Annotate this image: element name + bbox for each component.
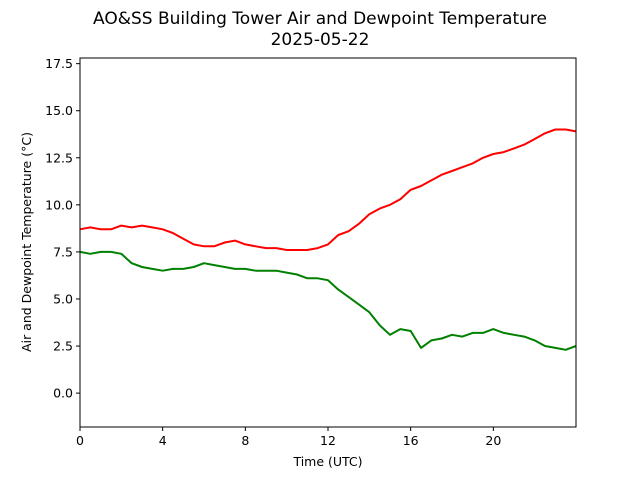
y-tick-label: 12.5 [45,150,73,165]
y-tick-label: 2.5 [53,339,73,354]
series-line-1 [79,128,577,251]
x-tick-label: 12 [320,433,336,448]
y-tick-label: 17.5 [45,56,73,71]
chart-subtitle: 2025-05-22 [271,30,370,50]
series-line-2 [79,250,577,351]
y-tick-label: 7.5 [53,244,73,259]
plot-frame [79,57,577,428]
x-axis-label: Time (UTC) [292,454,362,469]
plot-area [79,128,577,351]
y-tick-label: 5.0 [53,291,73,306]
y-tick-label: 10.0 [45,197,73,212]
x-tick-label: 20 [485,433,501,448]
x-tick-label: 0 [76,433,84,448]
y-tick-label: 15.0 [45,103,73,118]
x-tick-label: 16 [403,433,419,448]
chart-title: AO&SS Building Tower Air and Dewpoint Te… [93,9,547,29]
y-axis-label: Air and Dewpoint Temperature (°C) [19,132,34,352]
x-axis-ticks: 0 4 8 12 16 20 [76,427,501,448]
x-tick-label: 8 [241,433,249,448]
y-axis-ticks: 0.0 2.5 5.0 7.5 10.0 12.5 15.0 17.5 [45,56,80,401]
y-tick-label: 0.0 [53,386,73,401]
x-tick-label: 4 [159,433,167,448]
